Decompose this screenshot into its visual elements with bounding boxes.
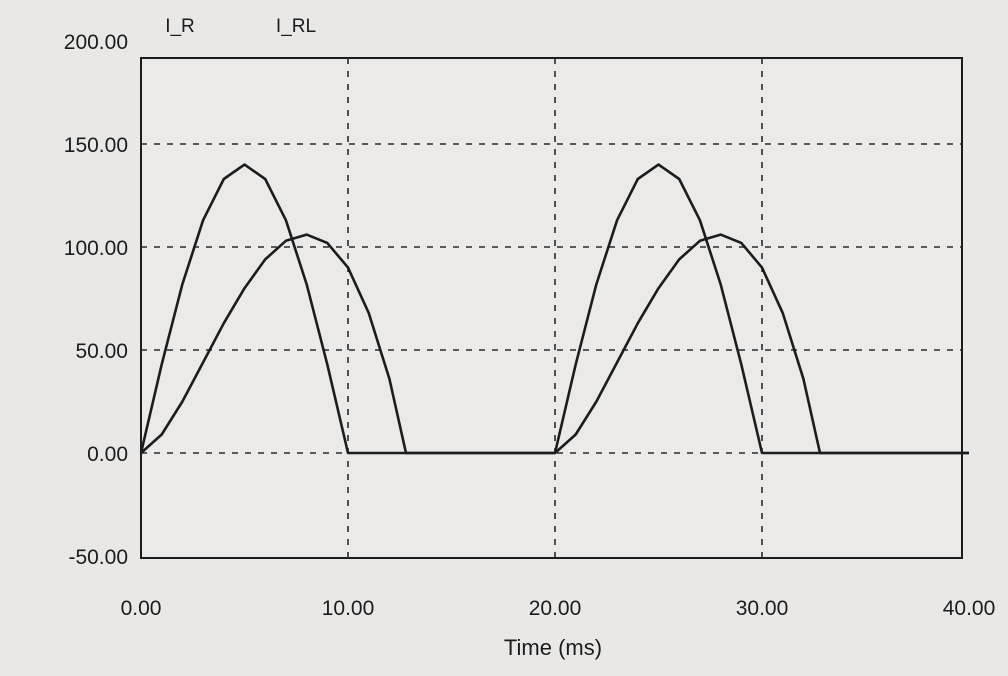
x-tick-label: 30.00 bbox=[736, 597, 789, 620]
series-line-i-rl bbox=[140, 233, 969, 455]
legend-entry: I_RL bbox=[276, 16, 316, 37]
y-tick-label: -50.00 bbox=[68, 546, 128, 569]
y-tick-labels: -50.00 0.00 50.00 100.00 150.00 200.00 bbox=[64, 31, 128, 569]
plot-area bbox=[140, 57, 963, 559]
legend-entry: I_R bbox=[165, 16, 195, 37]
y-tick-label: 50.00 bbox=[75, 340, 128, 363]
x-tick-label: 20.00 bbox=[529, 597, 582, 620]
series-lines bbox=[139, 163, 969, 455]
grid bbox=[141, 58, 962, 558]
y-tick-label: 0.00 bbox=[87, 443, 128, 466]
y-tick-label: 200.00 bbox=[64, 31, 128, 54]
y-tick-label: 100.00 bbox=[64, 237, 128, 260]
y-tick-label: 150.00 bbox=[64, 134, 128, 157]
x-tick-label: 0.00 bbox=[121, 597, 162, 620]
legend: I_R I_RL bbox=[165, 16, 316, 37]
x-tick-label: 40.00 bbox=[943, 597, 996, 620]
x-tick-labels: 0.00 10.00 20.00 30.00 40.00 bbox=[121, 597, 996, 620]
x-axis-title: Time (ms) bbox=[504, 635, 602, 660]
x-tick-label: 10.00 bbox=[322, 597, 375, 620]
